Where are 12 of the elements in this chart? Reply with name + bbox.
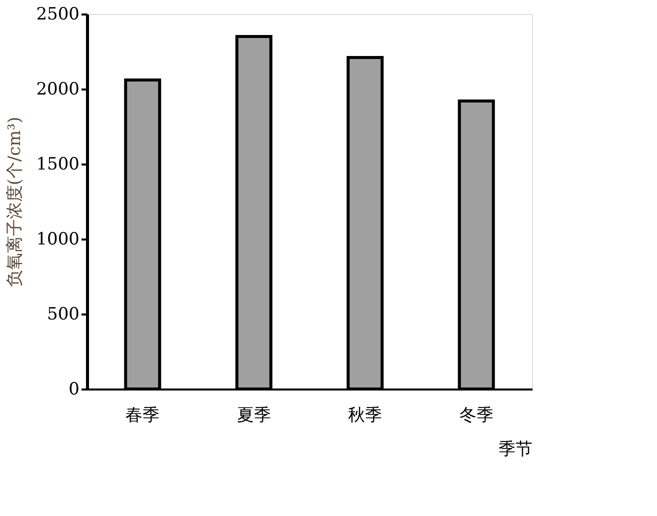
x-axis-title: 季节	[498, 440, 532, 460]
x-tick-label: 春季	[126, 406, 160, 426]
y-tick-label: 1500	[36, 154, 80, 174]
x-tick-label: 冬季	[459, 406, 494, 426]
y-tick-label: 500	[47, 304, 80, 324]
y-tick-label: 0	[68, 380, 80, 400]
y-tick-label: 2000	[36, 80, 80, 100]
x-tick-label: 秋季	[348, 406, 382, 426]
y-tick-label: 1000	[36, 230, 80, 250]
x-tick-label: 夏季	[236, 406, 271, 426]
y-axis-title: 负氧离子浓度(个/cm³)	[5, 116, 26, 288]
y-tick-label: 2500	[36, 4, 80, 24]
